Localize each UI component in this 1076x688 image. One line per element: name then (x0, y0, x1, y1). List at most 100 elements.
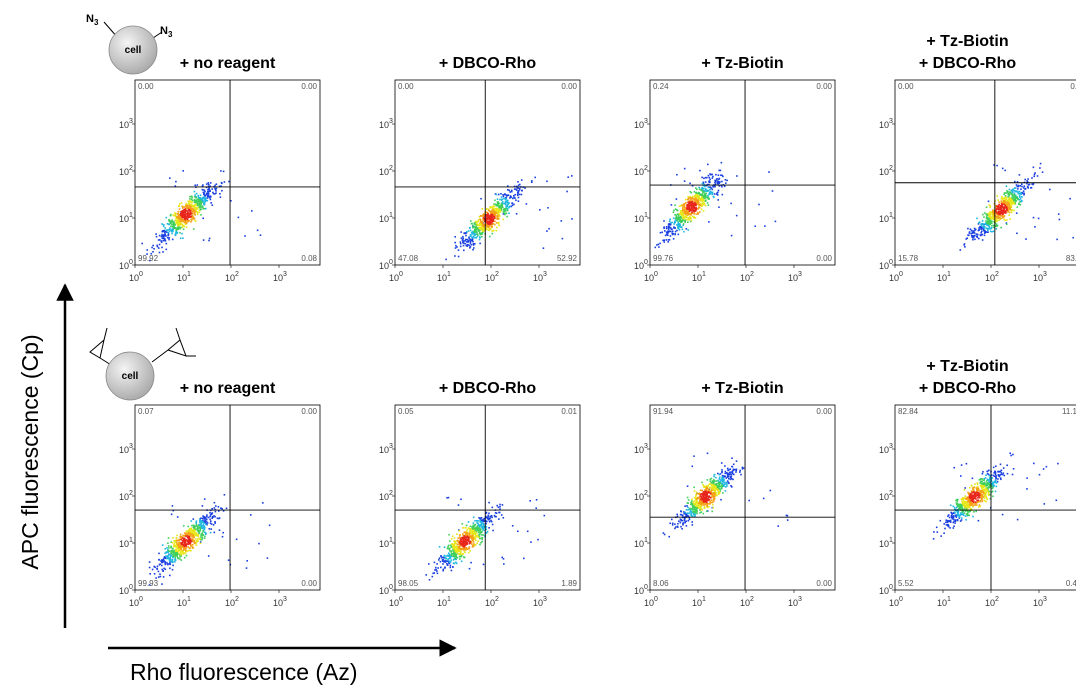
event-dot (209, 238, 211, 240)
event-dot (490, 516, 492, 518)
event-dot (189, 216, 191, 218)
event-dot (713, 476, 715, 478)
event-dot (677, 523, 679, 525)
event-dot (437, 573, 439, 575)
event-dot (1000, 472, 1002, 474)
event-dot (1000, 209, 1002, 211)
event-dot (1021, 196, 1023, 198)
event-dot (166, 249, 168, 251)
event-dot (215, 505, 217, 507)
event-dot (684, 207, 686, 209)
event-dot (1019, 193, 1021, 195)
plot-frame (395, 405, 580, 590)
event-dot (1008, 194, 1010, 196)
y-tick-label: 103 (379, 118, 393, 130)
event-dot (509, 190, 511, 192)
event-dot (1028, 184, 1030, 186)
event-dot (517, 192, 519, 194)
event-dot (1014, 203, 1016, 205)
event-dot (156, 245, 158, 247)
event-dot (449, 560, 451, 562)
event-dot (195, 538, 197, 540)
y-axis-label: APC fluorescence (Cp) (17, 334, 43, 569)
event-dot (471, 244, 473, 246)
event-dot (498, 507, 500, 509)
event-dot (168, 545, 170, 547)
event-dot (500, 193, 502, 195)
event-dot (479, 544, 481, 546)
event-dot (971, 235, 973, 237)
event-dot (180, 238, 182, 240)
event-dot (1003, 219, 1005, 221)
event-dot (516, 213, 518, 215)
event-dot (474, 520, 476, 522)
event-dot (717, 183, 719, 185)
event-dot (208, 240, 210, 242)
event-dot (476, 522, 478, 524)
event-dot (717, 473, 719, 475)
event-dot (198, 536, 200, 538)
event-dot (471, 543, 473, 545)
event-dot (696, 213, 698, 215)
event-dot (687, 497, 689, 499)
event-dot (1009, 189, 1011, 191)
event-dot (701, 482, 703, 484)
event-dot (523, 558, 525, 560)
event-dot (768, 171, 770, 173)
event-dot (1018, 203, 1020, 205)
event-dot (502, 194, 504, 196)
event-dot (159, 244, 161, 246)
event-dot (172, 565, 174, 567)
event-dot (165, 234, 167, 236)
event-dot (1004, 475, 1006, 477)
event-dot (1006, 197, 1008, 199)
event-dot (966, 463, 968, 465)
event-dot (514, 194, 516, 196)
event-dot (200, 536, 202, 538)
event-dot (732, 471, 734, 473)
event-dot (503, 198, 505, 200)
event-dot (715, 174, 717, 176)
event-dot (975, 229, 977, 231)
event-dot (703, 486, 705, 488)
event-dot (722, 492, 724, 494)
event-dot (196, 544, 198, 546)
quadrant-value: 99.92 (138, 254, 159, 263)
event-dot (152, 569, 154, 571)
y-tick-label: 101 (879, 212, 893, 224)
event-dot (660, 232, 662, 234)
event-dot (726, 477, 728, 479)
event-dot (471, 223, 473, 225)
event-dot (696, 189, 698, 191)
event-dot (448, 534, 450, 536)
event-dot (728, 478, 730, 480)
event-dot (476, 533, 478, 535)
event-dot (180, 534, 182, 536)
event-dot (758, 204, 760, 206)
event-dot (159, 239, 161, 241)
event-dot (207, 195, 209, 197)
event-dot (1001, 198, 1003, 200)
event-dot (681, 511, 683, 513)
event-dot (262, 502, 264, 504)
event-dot (727, 468, 729, 470)
event-dot (770, 490, 772, 492)
event-dot (211, 508, 213, 510)
event-dot (686, 505, 688, 507)
event-dot (210, 199, 212, 201)
x-axis-label: Rho fluorescence (Az) (130, 659, 358, 685)
event-dot (731, 466, 733, 468)
event-dot (709, 189, 711, 191)
event-dot (496, 216, 498, 218)
panel-title: + DBCO-Rho (439, 380, 537, 397)
y-tick-label: 102 (634, 165, 648, 177)
x-tick-label: 103 (533, 271, 547, 283)
event-dot (988, 201, 990, 203)
event-dot (191, 530, 193, 532)
event-dot (172, 560, 174, 562)
event-dot (498, 512, 500, 514)
event-dot (674, 227, 676, 229)
y-tick-label: 101 (634, 212, 648, 224)
event-dot (181, 549, 183, 551)
event-dot (159, 573, 161, 575)
